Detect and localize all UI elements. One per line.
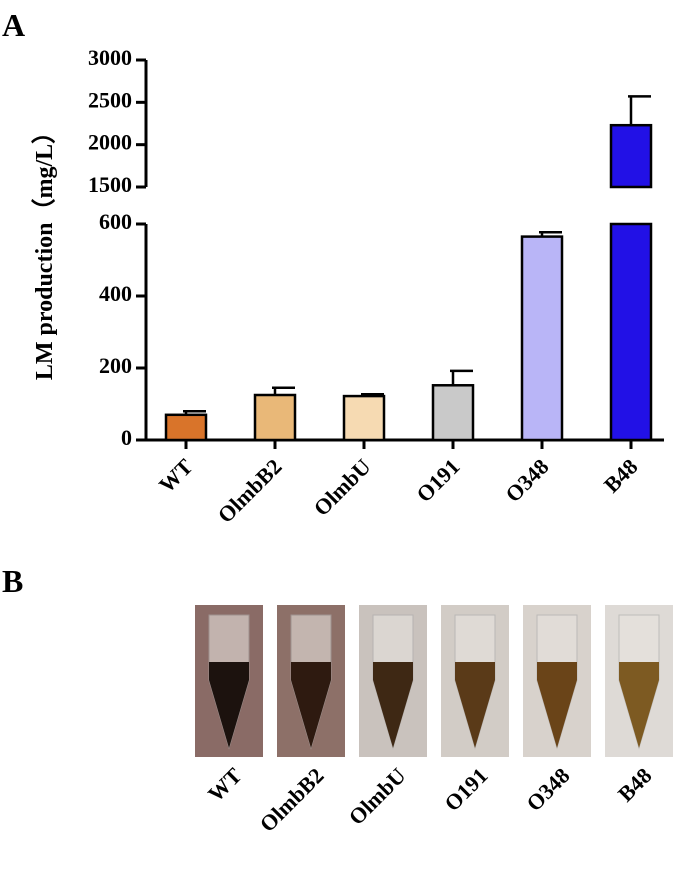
bar xyxy=(253,393,297,442)
photo-label: WT xyxy=(203,763,247,807)
error-bar xyxy=(183,409,206,415)
liquid xyxy=(373,662,413,748)
error-bar xyxy=(628,95,651,126)
x-tick-label: O191 xyxy=(411,454,464,507)
y-tick-label: 2500 xyxy=(88,87,132,112)
y-tick-label: 2000 xyxy=(88,130,132,155)
photo-label: OlmbU xyxy=(344,763,411,830)
liquid xyxy=(619,662,659,748)
bar xyxy=(431,384,475,442)
bar xyxy=(609,222,653,442)
y-tick-label: 3000 xyxy=(88,45,132,70)
x-tick-label: WT xyxy=(154,454,198,498)
y-tick-label: 0 xyxy=(121,425,132,450)
y-tick-label: 200 xyxy=(99,353,132,378)
x-tick-label: OlmbB2 xyxy=(213,454,287,528)
x-tick-label: B48 xyxy=(599,454,643,498)
y-tick-label: 600 xyxy=(99,209,132,234)
panel-label: A xyxy=(2,7,25,43)
bar xyxy=(164,413,208,442)
error-bar xyxy=(272,386,295,395)
bar xyxy=(520,235,564,442)
error-bar xyxy=(539,231,562,237)
photo-label: B48 xyxy=(613,763,657,807)
photo-label: O191 xyxy=(439,763,492,816)
bar xyxy=(342,394,386,442)
liquid xyxy=(537,662,577,748)
liquid xyxy=(455,662,495,748)
panel-label: B xyxy=(2,563,23,599)
y-tick-label: 400 xyxy=(99,281,132,306)
error-bar xyxy=(361,393,384,397)
x-tick-label: OlmbU xyxy=(309,454,376,521)
y-axis-label: LM production（mg/L） xyxy=(31,120,58,380)
x-tick-label: O348 xyxy=(500,454,553,507)
photo-label: OlmbB2 xyxy=(255,763,329,837)
bar xyxy=(609,123,653,189)
photo-label: O348 xyxy=(521,763,574,816)
y-tick-label: 1500 xyxy=(88,172,132,197)
liquid xyxy=(209,662,249,748)
error-bar xyxy=(450,369,473,386)
photo-row xyxy=(195,605,673,757)
liquid xyxy=(291,662,331,748)
